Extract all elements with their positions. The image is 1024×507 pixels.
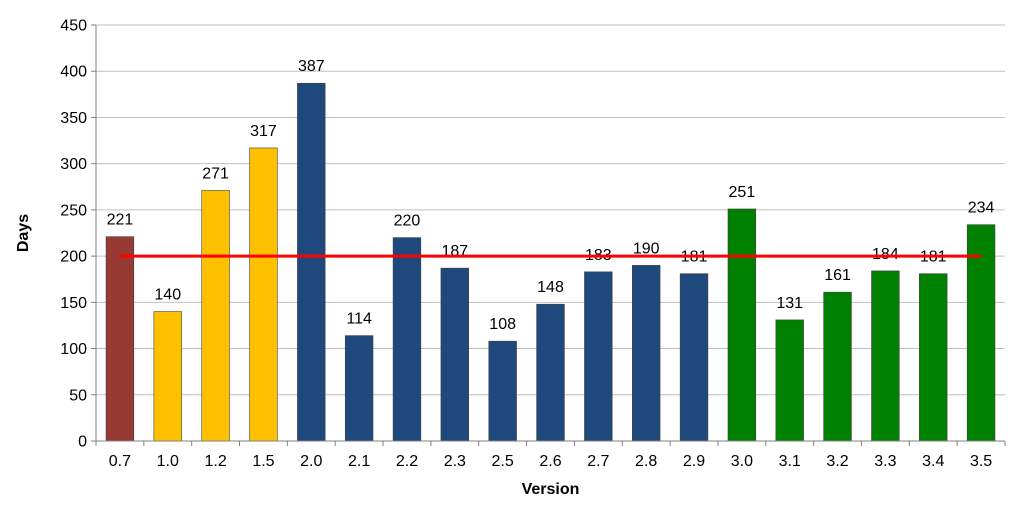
y-axis-title: Days: [15, 214, 32, 252]
x-tick-label: 2.6: [539, 453, 561, 470]
y-tick-label: 300: [60, 156, 87, 173]
data-label: 131: [776, 295, 803, 312]
x-tick-label: 3.1: [779, 453, 801, 470]
bar-2.9: [679, 273, 709, 442]
data-label: 190: [633, 240, 660, 257]
y-tick-label: 350: [60, 110, 87, 127]
x-tick-label: 3.3: [874, 453, 896, 470]
bar-2.6: [536, 303, 565, 442]
data-label: 140: [154, 287, 181, 304]
x-axis-ticks: 0.7 1.0 1.2 1.5 2.0 2.1 2.2 2.3 2.5 2.6 2.7 2.8 2.9 3…: [95, 441, 1006, 470]
bar-2.8: [632, 265, 661, 442]
x-tick-label: 3.4: [922, 453, 944, 470]
bars: [105, 82, 996, 442]
x-tick-label: 3.5: [970, 453, 992, 470]
x-tick-label: 2.7: [587, 453, 609, 470]
data-label: 114: [346, 311, 372, 328]
y-tick-label: 400: [60, 64, 87, 81]
y-tick-label: 50: [69, 387, 87, 404]
data-label: 271: [202, 165, 229, 182]
data-label: 387: [298, 58, 325, 75]
data-label: 161: [824, 267, 851, 284]
bar-2.5: [488, 340, 517, 442]
x-tick-label: 2.9: [683, 453, 705, 470]
y-tick-label: 0: [78, 434, 87, 451]
bar-2.3: [440, 267, 469, 442]
bar-3.1: [775, 319, 804, 442]
bar-1.2: [201, 190, 230, 442]
x-tick-label: 1.2: [204, 453, 226, 470]
x-tick-label: 2.3: [444, 453, 466, 470]
x-tick-label: 2.0: [300, 453, 322, 470]
bar-3.2: [823, 291, 852, 442]
y-tick-label: 100: [60, 341, 87, 358]
x-tick-label: 2.1: [348, 453, 370, 470]
x-tick-label: 1.0: [157, 453, 179, 470]
x-tick-label: 2.2: [396, 453, 418, 470]
x-axis-title: Version: [522, 481, 580, 498]
bar-1.5: [249, 147, 278, 442]
data-label: 220: [394, 213, 421, 230]
data-label: 108: [489, 316, 516, 333]
y-axis-ticks: 0 50 100 150 200 250 300 350 400 450: [60, 18, 96, 451]
data-label: 234: [968, 200, 995, 217]
x-tick-label: 1.5: [252, 453, 274, 470]
data-label: 184: [872, 246, 899, 263]
bar-1.0: [153, 311, 182, 442]
y-tick-label: 450: [60, 18, 87, 35]
x-tick-label: 3.0: [731, 453, 753, 470]
data-labels: 2211402713173871142201871081481831901812…: [107, 58, 995, 333]
bar-0.7: [105, 236, 135, 442]
bar-2.7: [584, 271, 613, 442]
x-tick-label: 2.8: [635, 453, 657, 470]
bar-3.4: [919, 273, 948, 442]
x-tick-label: 3.2: [826, 453, 848, 470]
data-label: 221: [107, 212, 134, 229]
data-label: 148: [537, 279, 564, 296]
bar-2.0: [297, 82, 326, 442]
bar-2.2: [392, 237, 422, 442]
data-label: 251: [729, 184, 756, 201]
bar-3.3: [871, 270, 900, 442]
y-tick-label: 250: [60, 202, 87, 219]
bar-3.0: [727, 208, 757, 442]
x-tick-label: 0.7: [109, 453, 131, 470]
y-tick-label: 200: [60, 249, 87, 266]
data-label: 317: [250, 123, 277, 140]
bar-2.1: [344, 335, 374, 442]
bar-3.5: [966, 224, 996, 442]
y-tick-label: 150: [60, 295, 87, 312]
x-tick-label: 2.5: [492, 453, 514, 470]
